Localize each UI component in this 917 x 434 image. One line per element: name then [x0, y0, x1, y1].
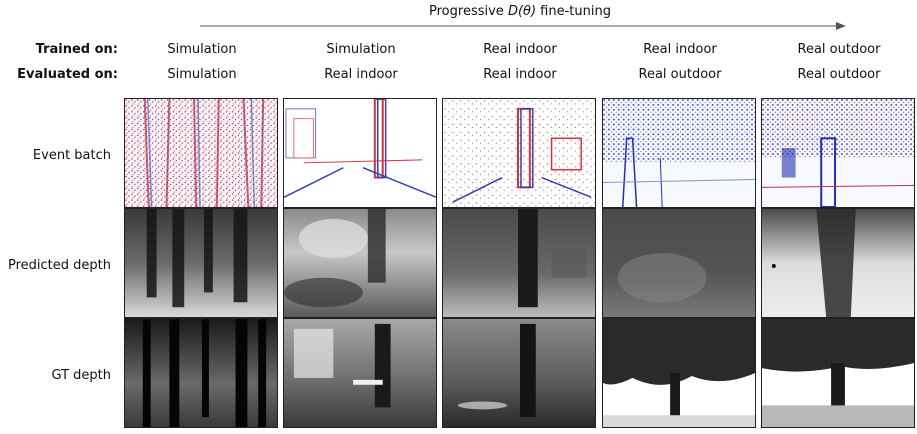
trained-on-label: Trained on:	[35, 42, 118, 57]
event-batch-image	[283, 98, 437, 208]
progress-title: Progressive D(θ) fine-tuning	[200, 4, 840, 19]
gt-depth-image	[761, 318, 915, 428]
progress-title-prefix: Progressive	[429, 4, 508, 19]
col3-trained: Real indoor	[483, 42, 557, 57]
row-label-gt-depth: GT depth	[51, 368, 111, 383]
col1-evaluated: Simulation	[167, 67, 237, 82]
col1-trained: Simulation	[167, 42, 237, 57]
event-batch-image	[602, 98, 756, 208]
col5-evaluated: Real outdoor	[797, 67, 881, 82]
col2-trained: Simulation	[326, 42, 396, 57]
evaluated-on-label: Evaluated on:	[17, 67, 118, 82]
progress-title-math: D(θ)	[507, 4, 537, 19]
progress-arrow	[200, 22, 846, 30]
row-label-event-batch: Event batch	[32, 148, 111, 163]
progress-title-suffix: fine-tuning	[536, 4, 611, 19]
col2-evaluated: Real indoor	[324, 67, 398, 82]
gt-depth-image	[602, 318, 756, 428]
gt-depth-image	[442, 318, 596, 428]
predicted-depth-image	[124, 208, 278, 318]
col3-evaluated: Real indoor	[483, 67, 557, 82]
gt-depth-image	[283, 318, 437, 428]
predicted-depth-image	[283, 208, 437, 318]
col4-trained: Real indoor	[643, 42, 717, 57]
col5-trained: Real outdoor	[797, 42, 881, 57]
event-batch-image	[442, 98, 596, 208]
event-batch-image	[124, 98, 278, 208]
event-batch-image	[761, 98, 915, 208]
predicted-depth-image	[602, 208, 756, 318]
col4-evaluated: Real outdoor	[638, 67, 722, 82]
predicted-depth-image	[761, 208, 915, 318]
gt-depth-image	[124, 318, 278, 428]
predicted-depth-image	[442, 208, 596, 318]
row-label-predicted-depth: Predicted depth	[8, 258, 111, 273]
